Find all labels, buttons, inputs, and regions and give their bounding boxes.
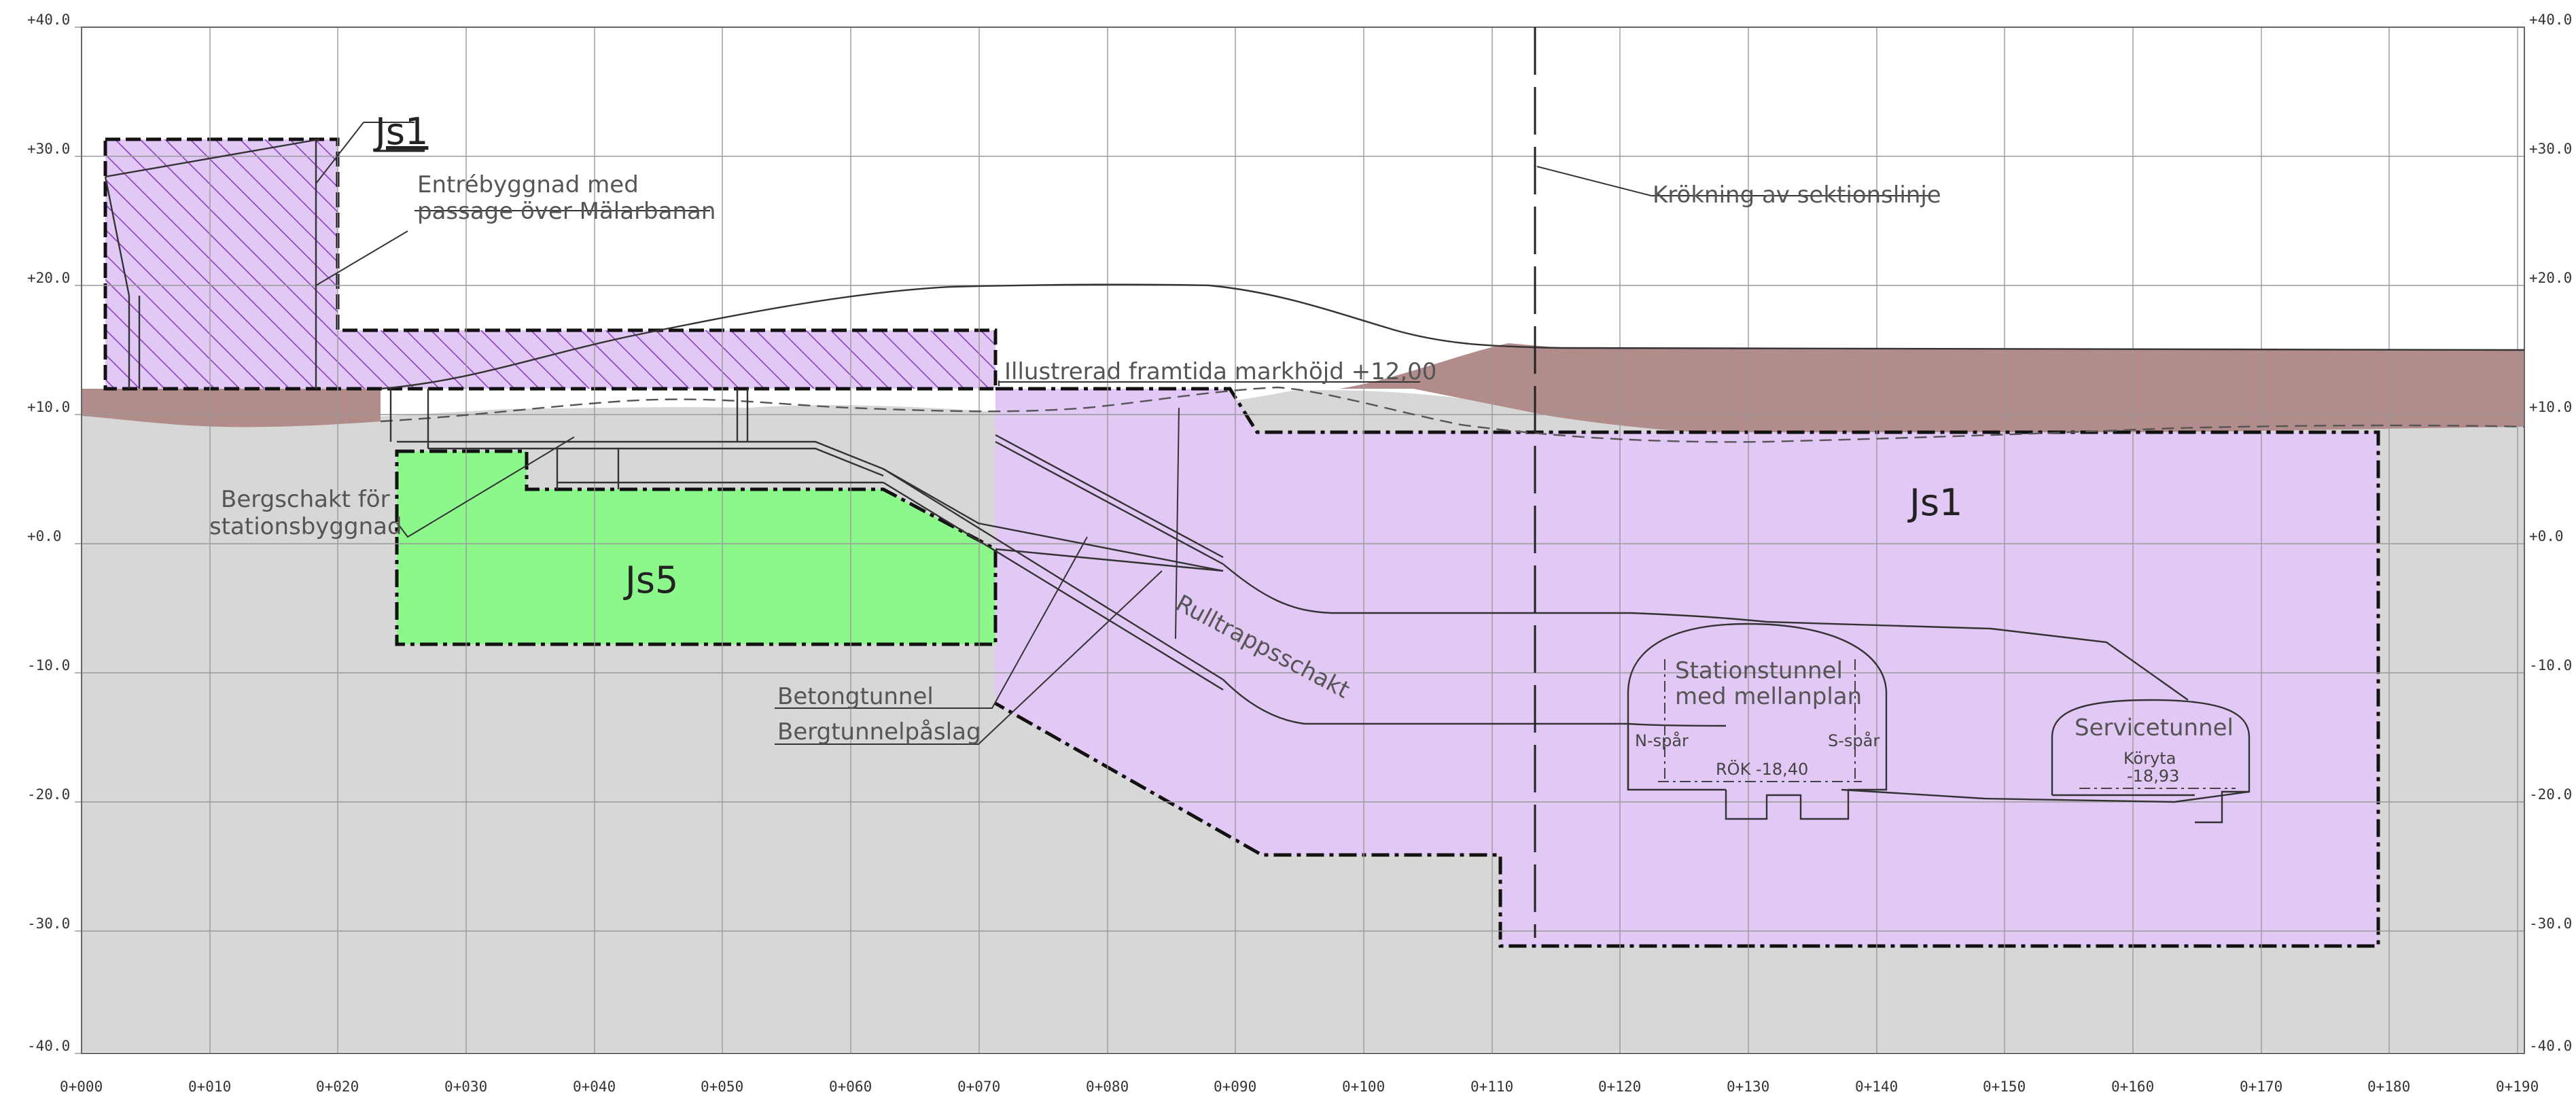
chainage-labels: 0+000 0+010 0+020 0+030 0+040 0+050 0+06… [60,1079,2539,1095]
chainage-label: 0+020 [316,1079,359,1095]
annotation-bergschakt-line1: Bergschakt för [221,486,390,513]
chainage-label: 0+040 [573,1079,616,1095]
chainage-label: 0+000 [60,1079,103,1095]
chainage-label: 0+130 [1727,1079,1769,1095]
js1-main-boundary [994,387,2380,948]
chainage-label: 0+140 [1855,1079,1898,1095]
chainage-label: 0+060 [829,1079,872,1095]
leader-lines [315,122,1930,745]
rock-surface-dashed [380,386,2525,443]
elev-label: -30.0 [27,915,70,932]
zone-label-js1-top: Js1 [373,110,428,153]
elev-label: -40.0 [27,1038,70,1054]
elev-label: +0.0 [27,528,62,544]
annotation-servicetunnel: Servicetunnel [2075,714,2234,741]
chainage-label: 0+090 [1214,1079,1256,1095]
annotation-bergtunnelpaslag: Bergtunnelpåslag [777,718,981,746]
annotation-koryta-line2: -18,93 [2127,767,2179,786]
chainage-label: 0+150 [1983,1079,2026,1095]
js5-zone [397,451,995,644]
elevation-labels-left: +40.0 +30.0 +20.0 +10.0 +0.0 -10.0 -20.0… [27,12,70,1054]
elev-label: +20.0 [27,270,70,286]
drawing-frame [81,27,2525,1054]
existing-ground-line [380,283,2525,390]
annotation-entre-line1: Entrébyggnad med [417,171,639,198]
annotation-n-spar: N-spår [1635,731,1689,750]
annotation-entre-line2: passage över Mälarbanan [417,198,716,225]
tunnel-centerlines [1658,659,2236,789]
chainage-label: 0+110 [1470,1079,1513,1095]
annotation-betongtunnel: Betongtunnel [777,683,934,710]
chainage-label: 0+010 [188,1079,231,1095]
chainage-label: 0+180 [2367,1079,2410,1095]
chainage-label: 0+190 [2496,1079,2539,1095]
elev-label: -10.0 [2529,657,2572,673]
annotation-stationstunnel-line1: Stationstunnel [1675,657,1843,684]
elev-label: -30.0 [2529,915,2572,932]
soil-layer-right [1339,343,2524,434]
annotation-s-spar: S-spår [1828,731,1880,750]
chainage-label: 0+170 [2240,1079,2282,1095]
annotation-rok: RÖK -18,40 [1716,759,1808,779]
elev-label: +0.0 [2529,528,2564,544]
chainage-label: 0+030 [444,1079,487,1095]
zone-label-js1-main: Js1 [1907,481,1962,524]
building-structure [104,138,1224,691]
annotation-bergschakt-line2: stationsbyggnad [209,513,402,540]
js1-main-zone [995,389,2378,946]
elev-label: +30.0 [2529,141,2572,157]
annotation-krokning: Krökning av sektionslinje [1653,181,1941,209]
elev-label: -20.0 [2529,786,2572,803]
annotation-framtida-markhojd: Illustrerad framtida markhöjd +12,00 [1004,358,1436,385]
chainage-label: 0+070 [957,1079,1000,1095]
js1-entrance-building [105,139,995,389]
annotation-stationstunnel-line2: med mellanplan [1675,683,1862,710]
elev-label: +20.0 [2529,270,2572,286]
elev-label: +10.0 [27,399,70,415]
zone-label-js5: Js5 [623,559,678,601]
chainage-label: 0+160 [2111,1079,2154,1095]
elev-label: +40.0 [2529,12,2572,28]
annotation-koryta-line1: Köryta [2123,749,2176,768]
tunnel-structure [1222,563,2251,824]
elev-label: +30.0 [27,141,70,157]
chainage-label: 0+120 [1598,1079,1641,1095]
elevation-labels-right: +40.0 +30.0 +20.0 +10.0 +0.0 -10.0 -20.0… [2529,12,2572,1054]
elev-label: +40.0 [27,12,70,28]
js5-boundary [395,449,998,646]
elev-label: +10.0 [2529,399,2572,415]
soil-layer [82,389,381,427]
elev-label: -40.0 [2529,1038,2572,1054]
chainage-label: 0+050 [701,1079,743,1095]
chainage-label: 0+080 [1086,1079,1129,1095]
elev-label: -20.0 [27,786,70,803]
chainage-label: 0+100 [1342,1079,1385,1095]
elev-label: -10.0 [27,657,70,673]
